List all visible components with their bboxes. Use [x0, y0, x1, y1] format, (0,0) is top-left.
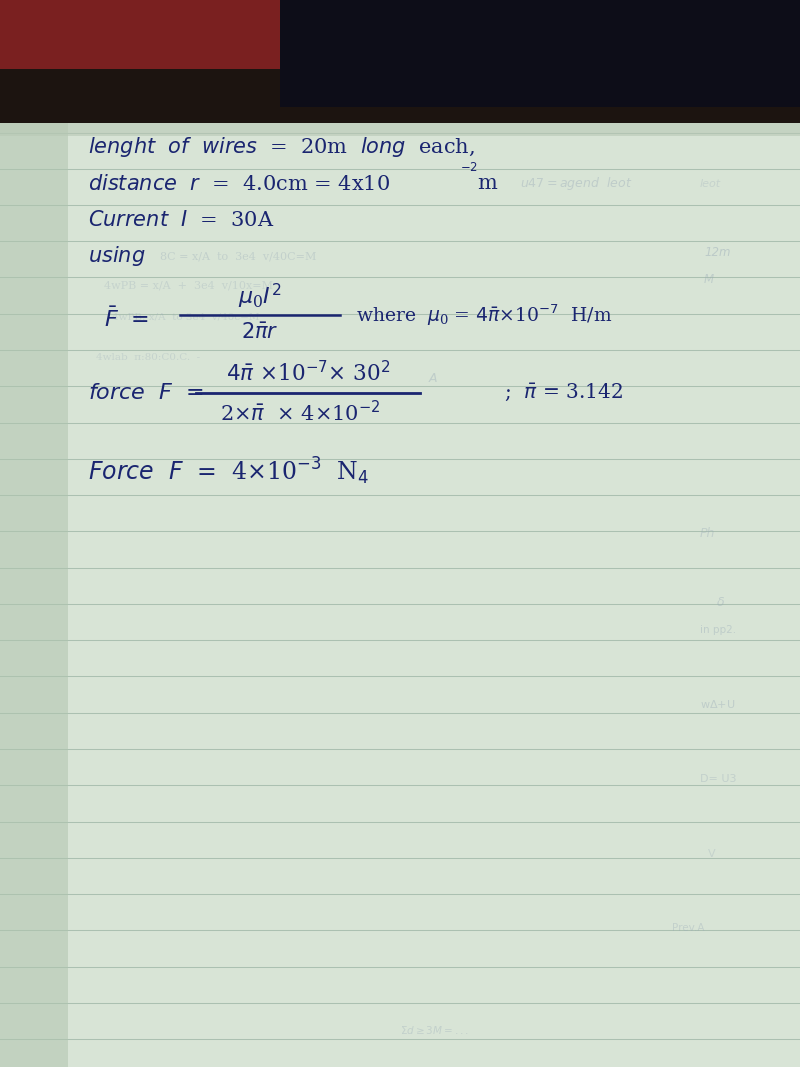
Text: $\it{u47  =  agend}$  $\it{leot}$: $\it{u47 = agend}$ $\it{leot}$	[520, 175, 632, 192]
Text: $\Sigma d \geq 3M = ...$: $\Sigma d \geq 3M = ...$	[400, 1023, 469, 1036]
FancyBboxPatch shape	[0, 0, 800, 123]
Text: $\bar{F}$  =: $\bar{F}$ =	[104, 308, 149, 332]
Text: ;  $\bar{\pi}$ = 3.142: ; $\bar{\pi}$ = 3.142	[504, 382, 623, 403]
Text: $\it{lenght}$  $\it{of}$  $\it{wires}$  =  20m  $\it{long}$  each,: $\it{lenght}$ $\it{of}$ $\it{wires}$ = 2…	[88, 136, 475, 159]
Text: N6+UC=p8: N6+UC=p8	[396, 96, 484, 111]
FancyBboxPatch shape	[0, 103, 800, 136]
Text: $\it{distance}$  $\it{r}$  =  4.0cm = 4x10: $\it{distance}$ $\it{r}$ = 4.0cm = 4x10	[88, 174, 390, 193]
Text: in pp2.: in pp2.	[700, 624, 736, 635]
FancyBboxPatch shape	[0, 123, 68, 1067]
Text: $\it{using}$: $\it{using}$	[88, 244, 146, 268]
Text: Ph: Ph	[700, 527, 715, 540]
Text: V: V	[708, 848, 716, 859]
FancyBboxPatch shape	[280, 0, 800, 107]
FancyBboxPatch shape	[0, 0, 280, 69]
Text: 2×$\bar{\pi}$  × 4×10$^{-2}$: 2×$\bar{\pi}$ × 4×10$^{-2}$	[220, 400, 380, 426]
Text: Prev.A: Prev.A	[672, 923, 705, 934]
Text: $\it{A}$: $\it{A}$	[428, 372, 438, 385]
Text: D= U3: D= U3	[700, 774, 737, 784]
Text: $\mu_{\mathregular{0}} I^2$: $\mu_{\mathregular{0}} I^2$	[238, 282, 282, 312]
Text: w$\Delta$+U: w$\Delta$+U	[700, 698, 735, 711]
Text: $\it{Current}$  $\it{I}$  =  30A: $\it{Current}$ $\it{I}$ = 30A	[88, 210, 274, 229]
Text: $^{-2}$: $^{-2}$	[460, 164, 478, 181]
Text: 4wPB = x/A  +  3e4  v/10x=M: 4wPB = x/A + 3e4 v/10x=M	[104, 281, 273, 291]
Text: m: m	[478, 174, 498, 193]
Text: 12m: 12m	[704, 246, 730, 259]
Text: $\it{Force}$  $\it{F}$  =  4×10$^{-3}$  N$_4$: $\it{Force}$ $\it{F}$ = 4×10$^{-3}$ N$_4…	[88, 456, 370, 488]
Text: $\it{force}$  $\it{F}$  =: $\it{force}$ $\it{F}$ =	[88, 382, 204, 403]
Text: where  $\mu_{\mathregular{0}}$ = $4\bar{\pi}$×10$^{-7}$  H/m: where $\mu_{\mathregular{0}}$ = $4\bar{\…	[356, 302, 612, 328]
Text: $\delta$: $\delta$	[716, 596, 725, 609]
Text: leot: leot	[700, 178, 721, 189]
Text: 4wlab  π:80:C0.C.  -: 4wlab π:80:C0.C. -	[96, 353, 200, 362]
Text: $2\bar{\pi}r$: $2\bar{\pi}r$	[242, 323, 278, 343]
Text: $4\bar{\pi}$ ×10$^{-7}$× 30$^2$: $4\bar{\pi}$ ×10$^{-7}$× 30$^2$	[226, 361, 390, 386]
Text: 4wPB: x/A  to 3e4  v/40c=M: 4wPB: x/A to 3e4 v/40c=M	[112, 313, 259, 321]
Text: 8C = x/A  to  3e4  v/40C=M: 8C = x/A to 3e4 v/40C=M	[160, 251, 316, 261]
Text: M: M	[704, 273, 714, 286]
